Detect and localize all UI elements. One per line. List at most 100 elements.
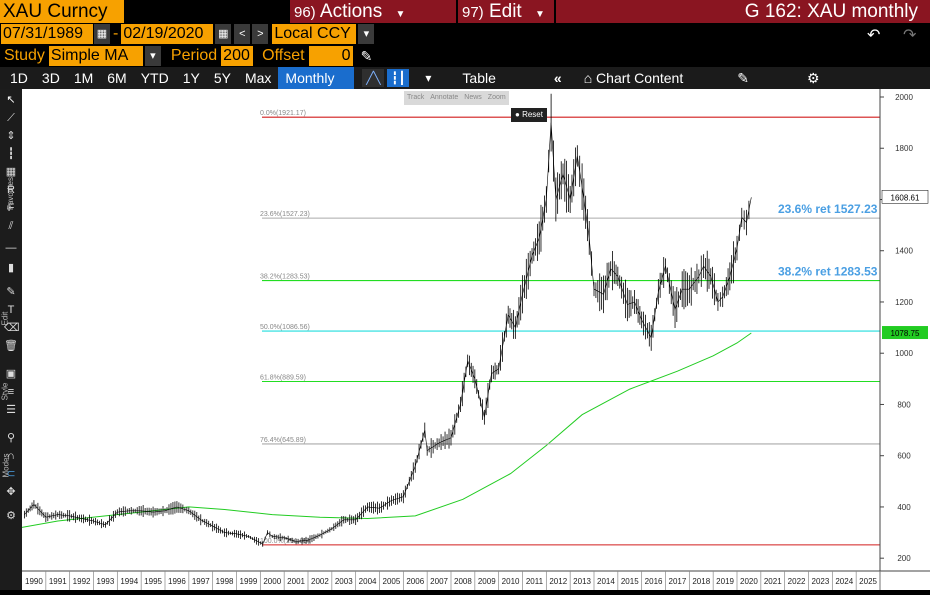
x-tick-label: 2010 (502, 577, 520, 586)
price-line (24, 122, 752, 545)
x-tick-label: 2015 (621, 577, 639, 586)
cursor-icon[interactable]: ↖ (6, 94, 16, 106)
calendar-icon[interactable]: ▦ (215, 24, 232, 44)
chart-content-icon: ⌂ (583, 70, 597, 86)
range-ytd-button[interactable]: YTD (140, 70, 169, 86)
line-chart-icon[interactable]: ╱╲ (362, 69, 385, 87)
x-tick-label: 1990 (25, 577, 43, 586)
retracement-icon[interactable]: R (7, 184, 15, 196)
x-tick-label: 1999 (240, 577, 258, 586)
grid-icon[interactable]: ▦ (5, 166, 17, 178)
bar-chart-icon[interactable]: ┇┃ (387, 69, 410, 87)
period-field[interactable]: 200 (221, 46, 254, 66)
line-style-icon[interactable]: ≡ (7, 386, 15, 398)
text-icon[interactable]: T (7, 304, 15, 316)
magnet-icon[interactable]: ∩ (7, 450, 15, 462)
ruler-icon[interactable]: ▮ (7, 262, 15, 274)
table-button[interactable]: Table (462, 70, 496, 86)
annotate-icon[interactable]: ✎ (737, 70, 749, 86)
start-date-field[interactable]: 07/31/1989 (1, 24, 93, 44)
trash-icon[interactable]: 🗑 (4, 340, 18, 352)
x-tick-label: 2006 (406, 577, 424, 586)
fib-icon[interactable]: F (7, 202, 15, 214)
edit-menu[interactable]: 97) Edit ▼ (458, 0, 554, 23)
x-tick-label: 2018 (692, 577, 710, 586)
x-tick-label: 2003 (335, 577, 353, 586)
redo-icon[interactable]: ↷ (903, 27, 917, 44)
reset-button[interactable]: ● Reset (511, 108, 547, 122)
ticker-field[interactable]: XAU Curncy (0, 0, 124, 23)
range-6m-button[interactable]: 6M (107, 70, 127, 86)
x-tick-label: 2021 (764, 577, 782, 586)
annotate-button[interactable]: Annotate (430, 94, 459, 101)
chevron-down-icon[interactable]: ▾ (417, 69, 440, 87)
pen-icon[interactable]: ✎ (6, 286, 16, 298)
y-tick-label: 1800 (895, 144, 913, 153)
range-max-button[interactable]: Max (244, 70, 272, 86)
calendar-icon[interactable]: ▦ (94, 24, 110, 44)
chart-toolbar: 1D 3D 1M 6M YTD 1Y 5Y Max Monthly ▼ ╱╲ ┇… (0, 67, 930, 108)
fib-level-label: 0.0%(1921.17) (260, 110, 306, 117)
reset-icon: ● (515, 110, 523, 119)
actions-menu[interactable]: 96) Actions ▼ (290, 0, 456, 23)
study-select[interactable]: Simple MA (48, 46, 143, 66)
retracement-annotation: 38.2% ret 1283.53 (778, 265, 878, 279)
study-label: Study (4, 47, 45, 64)
gear-icon[interactable]: ⚙ (806, 70, 820, 86)
draw-line-icon[interactable]: ⟋ (7, 112, 15, 124)
undo-icon[interactable]: ↶ (867, 27, 881, 44)
pencil-icon[interactable]: ✎ (360, 47, 373, 64)
settings-gear-icon[interactable]: ⚙ (6, 510, 16, 522)
frequency-select[interactable]: Monthly ▼ (278, 67, 355, 108)
horizontal-line-icon[interactable]: — (5, 242, 17, 254)
x-tick-label: 1993 (97, 577, 115, 586)
previous-arrow-icon[interactable]: < (234, 24, 251, 44)
date-separator: - (113, 25, 119, 42)
fib-level-label: 23.6%(1527.23) (260, 211, 310, 218)
channel-icon[interactable]: ⫽ (8, 220, 14, 232)
next-arrow-icon[interactable]: > (252, 24, 269, 44)
x-tick-label: 2023 (812, 577, 830, 586)
x-tick-label: 2011 (526, 577, 544, 586)
end-date-field[interactable]: 02/19/2020 (121, 24, 214, 44)
period-label: Period (170, 47, 218, 64)
measure-icon[interactable]: ⇕ (6, 130, 16, 142)
window-title: G 162: XAU monthly (556, 0, 930, 23)
mini-toolbar: Track Annotate News Zoom (404, 91, 509, 105)
range-1y-button[interactable]: 1Y (182, 70, 200, 86)
edit-menu-number: 97) (462, 4, 484, 21)
chevron-down-icon[interactable]: ▾ (144, 46, 161, 66)
frequency-label: Monthly (285, 70, 335, 86)
range-1d-button[interactable]: 1D (10, 70, 28, 86)
eraser-icon[interactable]: ⌫ (4, 322, 20, 334)
crosshair-icon[interactable]: ✥ (6, 486, 16, 498)
collapse-icon[interactable]: « (553, 70, 562, 86)
bars-icon[interactable]: ┇ (7, 148, 15, 160)
zoom-button[interactable]: Zoom (487, 94, 506, 101)
y-tick-label: 800 (897, 400, 911, 409)
study-bar: Study Simple MA ▾ Period 200 Offset 0 ✎ (0, 45, 930, 67)
chevron-down-icon[interactable]: ▾ (358, 24, 375, 44)
x-tick-label: 2009 (478, 577, 496, 586)
fib-level-label: 100.0%(251.95) (260, 538, 310, 545)
currency-select[interactable]: Local CCY (272, 24, 357, 44)
x-tick-label: 2013 (573, 577, 591, 586)
y-tick-label: 1000 (895, 349, 913, 358)
color-icon[interactable]: ▣ (5, 368, 17, 380)
chevron-down-icon: ▼ (395, 9, 406, 20)
range-1m-button[interactable]: 1M (73, 70, 94, 86)
offset-field[interactable]: 0 (308, 46, 353, 66)
chart-background (22, 89, 930, 590)
line-weight-icon[interactable]: ☰ (6, 404, 16, 416)
lock-icon[interactable]: ⚲ (6, 432, 16, 444)
price-chart[interactable]: 0.0%(1921.17) 23.6%(1527.23) 38.2%(1283.53… (21, 89, 930, 590)
news-button[interactable]: News (464, 94, 482, 101)
chart-svg: 0.0%(1921.17) 23.6%(1527.23) 38.2%(1283.53… (21, 89, 930, 590)
range-3d-button[interactable]: 3D (41, 70, 60, 86)
track-button[interactable]: Track (407, 94, 425, 101)
edit-menu-label: Edit (488, 1, 522, 22)
link-icon[interactable]: ⊂ (6, 468, 16, 480)
chart-content-button[interactable]: ⌂ Chart Content (577, 67, 691, 89)
modes-label: Modes (1, 453, 11, 478)
range-5y-button[interactable]: 5Y (213, 70, 231, 86)
